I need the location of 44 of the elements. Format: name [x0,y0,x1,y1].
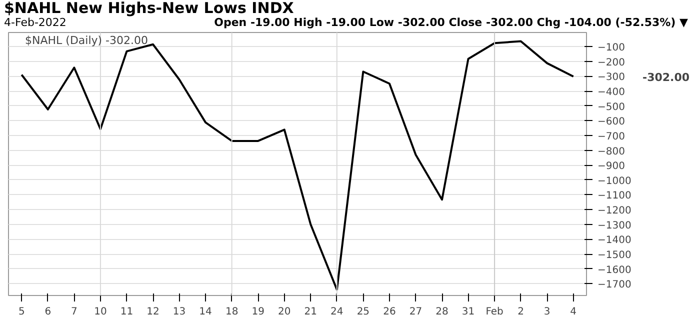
x-tick-label: 20 [278,306,291,318]
y-tick-label: −1700 [598,280,632,291]
x-tick-label: 21 [304,306,318,318]
x-tick-label: 10 [94,306,107,318]
x-tick-label: 25 [356,306,370,318]
chart-subtitle: 4-Feb-2022 [4,16,66,30]
text: -302.00 [642,71,690,84]
y-tick-label: −100 [598,42,625,54]
y-tick-label: −1000 [598,176,632,187]
y-tick-label: −1100 [598,190,632,202]
x-tick-label: 27 [409,306,422,318]
x-tick-label: 5 [18,306,25,318]
x-tick-label: 11 [120,306,134,318]
x-tick-label: 28 [436,306,448,318]
x-tick-label: 12 [146,306,160,318]
x-tick-label: 31 [462,306,475,318]
series-label: $NAHL (Daily) -302.00 [25,34,148,47]
x-tick-label: 13 [172,306,186,318]
x-tick-label: 6 [44,306,52,318]
x-tick-label: Feb [486,306,504,318]
text: Open -19.00 High -19.00 Low -302.00 Close -302.00 Chg -104.00 (-52.53%) ▼ [214,16,688,30]
x-tick-label: 4 [570,306,577,318]
y-tick-label: −1400 [598,235,632,246]
y-tick-label: −800 [598,146,625,158]
chart-title: $NAHL New Highs-New Lows INDX [4,0,295,18]
y-tick-label: −1600 [598,264,632,276]
y-tick-label: −1200 [598,206,632,217]
x-tick-label: 2 [518,306,524,318]
y-tick-label: −1500 [598,250,632,262]
y-tick-label: −300 [598,72,625,84]
y-tick-label: −600 [598,116,625,128]
x-tick-label: 26 [383,306,396,318]
y-tick-label: −500 [598,102,625,113]
x-tick-label: 24 [330,306,344,318]
x-tick-label: 19 [252,306,264,318]
y-tick-label: −700 [598,131,625,142]
x-tick-label: 3 [544,306,550,318]
y-tick-label: −1300 [598,220,632,232]
y-tick-label: −200 [598,57,625,68]
x-tick-label: 18 [225,306,238,318]
y-tick-label: −400 [598,87,625,98]
x-tick-label: 7 [71,306,78,318]
y-tick-label: −900 [598,161,625,172]
x-tick-label: 14 [199,306,212,318]
